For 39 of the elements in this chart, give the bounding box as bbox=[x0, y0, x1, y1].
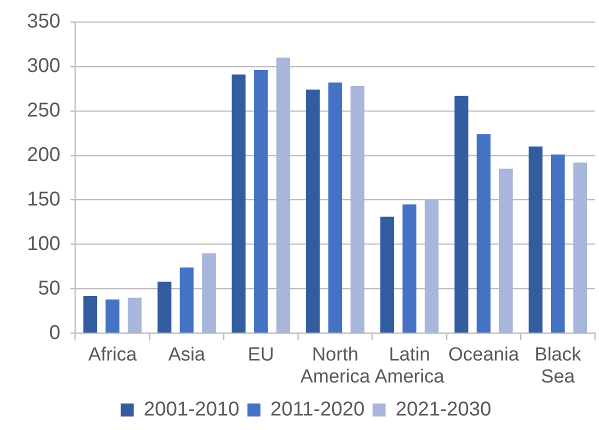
legend-label: 2001-2010 bbox=[144, 398, 240, 421]
bar bbox=[424, 200, 439, 333]
bar bbox=[499, 168, 513, 333]
bar bbox=[380, 216, 394, 333]
x-tick-label: Africa bbox=[88, 344, 138, 366]
y-tick-label: 150 bbox=[26, 188, 60, 210]
bar bbox=[402, 204, 416, 333]
x-tick-label: EU bbox=[248, 344, 274, 366]
x-tick-label: Oceania bbox=[448, 344, 520, 366]
bar bbox=[573, 162, 588, 333]
bar bbox=[106, 300, 120, 333]
y-tick-label: 300 bbox=[26, 54, 60, 77]
y-tick-label: 50 bbox=[38, 277, 60, 300]
bar bbox=[454, 96, 468, 333]
y-tick-label: 100 bbox=[26, 232, 60, 255]
bar bbox=[128, 298, 142, 333]
bar bbox=[202, 253, 216, 333]
bar bbox=[180, 267, 194, 333]
bar bbox=[158, 282, 172, 333]
bar bbox=[83, 296, 98, 333]
bar bbox=[328, 82, 342, 333]
x-tick-label: North America bbox=[300, 344, 370, 388]
bar bbox=[232, 74, 246, 333]
x-tick-label: Latin America bbox=[374, 344, 445, 388]
legend-label: 2021-2030 bbox=[396, 398, 492, 421]
x-tick-label: Asia bbox=[168, 344, 206, 366]
bar bbox=[476, 134, 491, 333]
bar bbox=[276, 58, 290, 333]
y-tick-label: 0 bbox=[49, 322, 60, 344]
bar bbox=[254, 70, 268, 333]
bar bbox=[350, 86, 364, 333]
bar bbox=[306, 90, 320, 333]
y-tick-label: 350 bbox=[26, 10, 60, 33]
legend-label: 2011-2020 bbox=[270, 398, 365, 421]
y-tick-label: 200 bbox=[26, 144, 60, 166]
y-tick-label: 250 bbox=[26, 99, 60, 122]
bar bbox=[550, 154, 565, 333]
bar bbox=[528, 146, 543, 333]
x-tick-label: Black Sea bbox=[534, 344, 582, 388]
